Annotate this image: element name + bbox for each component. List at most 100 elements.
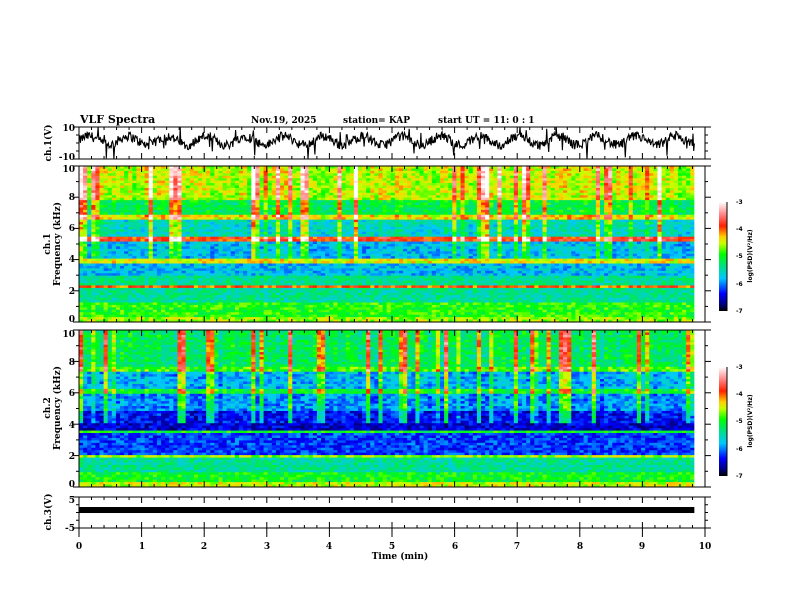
ch1-spectrogram-cell — [173, 280, 178, 284]
ch1-spectrogram-cell — [247, 200, 252, 203]
ch1-spectrogram-cell — [271, 317, 277, 320]
ch1-spectrogram-cell — [156, 302, 162, 306]
ch1-spectrogram-cell — [308, 173, 314, 177]
ch1-spectrogram-cell — [255, 251, 260, 255]
ch1-spectrogram-cell — [226, 290, 232, 294]
ch1-spectrogram-cell — [304, 178, 310, 182]
ch1-spectrogram-cell — [386, 241, 392, 245]
ch1-spectrogram-cell — [280, 244, 285, 247]
ch1-spectrogram-cell — [189, 197, 195, 201]
ch1-spectrogram-cell — [193, 275, 199, 279]
ch1-spectrogram-cell — [169, 283, 174, 286]
ch1-spectrogram-cell — [230, 207, 236, 211]
ch1-spectrogram-cell — [206, 287, 211, 291]
ch1-spectrogram-cell — [144, 319, 150, 323]
ch1-spectrogram-cell — [357, 207, 363, 211]
ch1-spectrogram-cell — [99, 173, 105, 177]
ch1-spectrogram-cell — [300, 319, 306, 323]
ch1-spectrogram-cell — [390, 270, 396, 274]
ch1-spectrogram-cell — [255, 226, 260, 230]
ch1-spectrogram-cell — [333, 309, 338, 313]
ch1-spectrogram-cell — [288, 187, 293, 191]
ch1-spectrogram-cell — [95, 236, 100, 240]
ch1-spectrogram-cell — [349, 175, 355, 179]
ch1-spectrogram-cell — [251, 292, 256, 296]
ch1-spectrogram-cell — [366, 312, 371, 316]
ch1-spectrogram-cell — [292, 231, 297, 235]
ch1-spectrogram-cell — [366, 283, 371, 286]
ch1-spectrogram-cell — [185, 197, 191, 201]
ch1-spectrogram-cell — [156, 304, 162, 308]
ch1-spectrogram-cell — [226, 261, 232, 264]
ch1-spectrogram-cell — [370, 180, 375, 184]
ch1-spectrogram-cell — [238, 173, 244, 177]
ch1-spectrogram-cell — [87, 239, 92, 242]
ch1-spectrogram-cell — [296, 183, 301, 186]
ch1-spectrogram-cell — [251, 222, 256, 225]
ch1-spectrogram-cell — [357, 253, 363, 257]
ch1-spectrogram-cell — [226, 258, 232, 262]
ch1-spectrogram-cell — [345, 280, 351, 284]
ch1-spectrogram-cell — [91, 241, 96, 245]
ch1-spectrogram-cell — [152, 278, 158, 281]
ch1-spectrogram-cell — [243, 290, 248, 294]
ch1-spectrogram-cell — [206, 173, 211, 177]
ch1-spectrogram-cell — [148, 190, 154, 194]
ch1-spectrogram-cell — [161, 263, 166, 267]
ch1-spectrogram-cell — [357, 283, 363, 286]
ch1-spectrogram-cell — [226, 170, 232, 174]
ch1-spectrogram-cell — [169, 275, 174, 279]
ch1-spectrogram-cell — [300, 273, 306, 277]
ch1-spectrogram-cell — [132, 263, 137, 267]
ch1-spectrogram-cell — [128, 270, 133, 274]
ch1-spectrogram-cell — [349, 187, 355, 191]
ch1-spectrogram-cell — [321, 183, 326, 186]
ch1-spectrogram-cell — [259, 317, 265, 320]
ch1-spectrogram-cell — [308, 314, 314, 318]
ch1-spectrogram-cell — [83, 290, 88, 294]
ch1-spectrogram-cell — [177, 190, 182, 194]
ch1-spectrogram-cell — [243, 297, 248, 301]
ch1-spectrogram-cell — [304, 309, 310, 313]
ch1-spectrogram-cell — [378, 265, 383, 269]
ch1-spectrogram-cell — [193, 253, 199, 257]
ch1-spectrogram-cell — [210, 178, 215, 182]
ch1-spectrogram-cell — [152, 212, 158, 216]
ch1-spectrogram-cell — [353, 297, 359, 301]
ch1-spectrogram-cell — [197, 292, 203, 296]
ch1-spectrogram-cell — [107, 258, 113, 262]
ch1-spectrogram-cell — [197, 244, 203, 247]
ch1-spectrogram-cell — [312, 285, 318, 289]
ch1-spectrogram-cell — [197, 280, 203, 284]
ch1-spectrogram-cell — [370, 309, 375, 313]
ch1-spectrogram-cell — [120, 185, 125, 189]
ch1-spectrogram-cell — [275, 246, 281, 250]
ch1-spectrogram-cell — [296, 217, 301, 221]
ch1-spectrogram-cell — [316, 285, 322, 289]
ch1-spectrogram-cell — [386, 197, 392, 201]
ch1-spectrogram-cell — [292, 290, 297, 294]
ch1-spectrogram-cell — [349, 304, 355, 308]
ch1-spectrogram-cell — [197, 248, 203, 252]
ch1-spectrogram-cell — [333, 244, 338, 247]
ch1-spectrogram-cell — [226, 224, 232, 228]
ch1-spectrogram-cell — [234, 226, 240, 230]
ch1-spectrogram-cell — [370, 205, 375, 208]
ch1-spectrogram-cell — [234, 263, 240, 267]
ch1-spectrogram-cell — [259, 314, 265, 318]
ch1-spectrogram-cell — [390, 248, 396, 252]
ch1-spectrogram-cell — [87, 173, 92, 177]
ch1-spectrogram-cell — [206, 187, 211, 191]
ch1-spectrogram-cell — [243, 309, 248, 313]
ch1-spectrogram-cell — [99, 244, 105, 247]
ch1-spectrogram-cell — [345, 217, 351, 221]
ch1-spectrogram-cell — [378, 295, 383, 299]
ch1-spectrogram-cell — [370, 314, 375, 318]
ch1-spectrogram-cell — [169, 241, 174, 245]
ch1-spectrogram-cell — [308, 309, 314, 313]
ch1-spectrogram-cell — [103, 241, 109, 245]
ch1-spectrogram-cell — [132, 170, 137, 174]
ch1-spectrogram-cell — [337, 283, 342, 286]
ch1-spectrogram-cell — [226, 175, 232, 179]
ch1-spectrogram-cell — [144, 236, 150, 240]
